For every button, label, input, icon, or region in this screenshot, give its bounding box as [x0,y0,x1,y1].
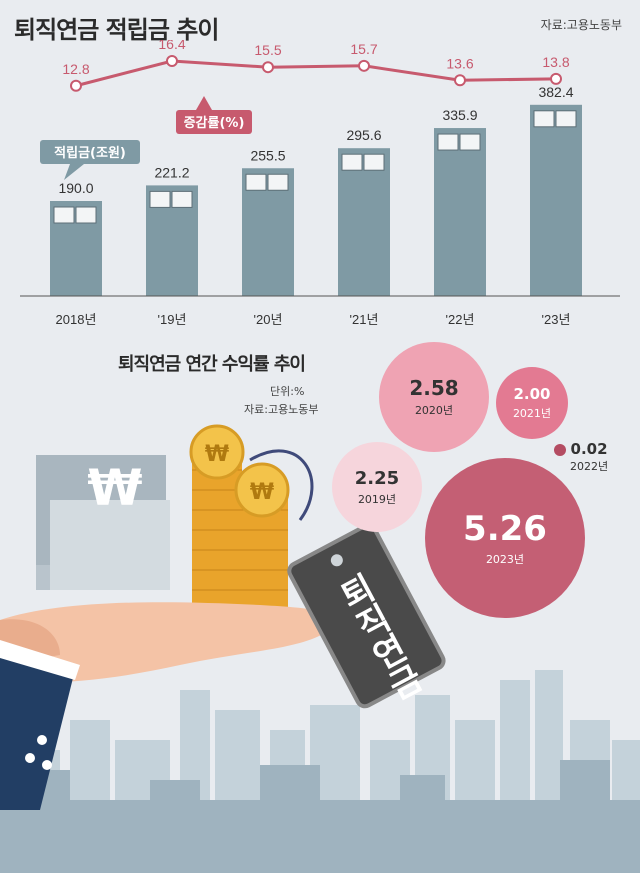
line-point-5 [550,72,562,85]
bundle-icon [363,153,385,171]
source-label: 자료:고용노동부 [540,18,622,32]
line-value-label: 16.4 [158,40,185,52]
category-label: '23년 [542,312,571,327]
pension-illustration: ₩ ₩ ₩ 퇴직연금 [0,424,640,873]
category-label: '20년 [254,312,283,327]
category-label: 2018년 [56,312,97,327]
bundle-icon [171,190,193,208]
return-value: 5.26 [463,509,547,549]
return-label-outside: 0.02 2022년 [570,440,608,474]
bundle-icon [437,133,459,151]
line-value-label: 12.8 [62,61,89,77]
reserve-chart: 190.0 2018년 221.2 '19년 255.5 '20년 295.6 '21년 335… [20,40,620,327]
banknote-stack: ₩ [36,455,170,590]
line-value-label: 13.6 [446,55,473,71]
return-value: 0.02 [570,440,608,458]
return-bubble-2: 2.00 2021년 [496,367,568,439]
bar-5 [530,104,582,296]
bar-value-label: 335.9 [442,107,477,123]
return-year: 2021년 [512,407,552,420]
bar-legend-label: 적립금(조원) [54,145,126,161]
return-year: 2022년 [570,460,609,473]
line-value-label: 15.5 [254,42,281,58]
bundle-icon [459,133,481,151]
bundle-icon [245,173,267,191]
bundle-icon [555,110,577,128]
returns-source: 자료:고용노동부 [244,403,319,416]
line-value-label: 15.7 [350,41,377,57]
bar-value-label: 255.5 [250,147,285,163]
won-symbol: ₩ [205,442,229,467]
won-symbol: ₩ [250,480,274,505]
bar-legend: 적립금(조원) [40,140,140,180]
category-label: '21년 [350,312,379,327]
won-symbol: ₩ [87,459,142,517]
return-bubble-0: 2.25 2019년 [332,442,422,532]
growth-rate-line [75,59,557,88]
line-legend: 증감률(%) [176,96,252,134]
returns-unit: 단위:% [270,385,305,398]
bar-4 [434,128,486,296]
returns-title: 퇴직연금 연간 수익률 추이 [118,354,306,375]
bar-value-label: 382.4 [538,84,573,100]
line-legend-label: 증감률(%) [184,116,245,131]
return-value: 2.58 [409,376,459,400]
line-point-0 [70,79,82,92]
return-year: 2019년 [357,492,397,506]
bundle-icon [149,190,171,208]
bundle-icon [267,173,289,191]
coin-stack: ₩ ₩ [189,424,290,630]
return-year: 2023년 [485,553,525,566]
return-year: 2020년 [414,404,454,417]
line-value-label: 13.8 [542,54,569,70]
line-point-1 [166,55,178,67]
bundle-icon [75,206,97,224]
return-bubble-4: 5.26 2023년 [425,458,585,618]
hand [0,602,334,810]
line-point-4 [454,74,466,87]
bar-3 [338,148,390,296]
bundle-icon [533,110,555,128]
line-point-2 [262,61,274,74]
bar-value-label: 221.2 [154,164,189,180]
bar-value-label: 295.6 [346,127,381,143]
return-bubble-3 [554,444,566,456]
return-value: 2.00 [513,385,551,403]
line-point-3 [358,59,370,72]
return-bubble-1: 2.58 2020년 [379,342,489,452]
category-label: '19년 [158,312,187,327]
bar-value-label: 190.0 [58,180,93,196]
category-label: '22년 [446,312,475,327]
bundle-icon [341,153,363,171]
chart-title: 퇴직연금 적립금 추이 [14,16,219,44]
return-value: 2.25 [354,467,400,489]
bundle-icon [53,206,75,224]
